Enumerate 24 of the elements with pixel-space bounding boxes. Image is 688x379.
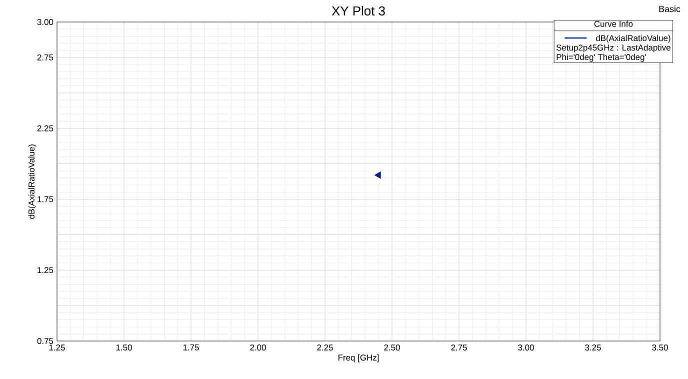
legend-title: Curve Info bbox=[594, 20, 633, 27]
x-tick-label: 1.50 bbox=[116, 344, 132, 351]
y-tick-label: 1.75 bbox=[38, 196, 54, 202]
chart-title: XY Plot 3 bbox=[332, 6, 385, 16]
x-tick-label: 2.75 bbox=[451, 344, 467, 351]
x-tick-label: 3.25 bbox=[585, 344, 601, 351]
text: Basic bbox=[659, 6, 680, 12]
y-tick-label: 2.25 bbox=[37, 125, 54, 132]
x-tick-label: 1.75 bbox=[183, 344, 199, 350]
x-tick-label: 3.00 bbox=[518, 344, 534, 351]
x-tick-label: 3.50 bbox=[652, 344, 668, 351]
y-tick-label: 1.25 bbox=[38, 267, 54, 274]
x-tick-label: 2.00 bbox=[250, 344, 266, 351]
x-tick-label: 1.25 bbox=[49, 344, 65, 351]
annotation: Setup2p45GHz : LastAdaptive bbox=[556, 44, 670, 52]
y-tick-label: 3.00 bbox=[37, 19, 54, 25]
x-tick-label: 2.25 bbox=[317, 344, 333, 351]
legend-label: dB(AxialRatioValue) bbox=[596, 34, 670, 43]
y-axis-title: dB(AxialRatioValue) bbox=[28, 144, 36, 219]
y-tick-label: 0.75 bbox=[37, 338, 54, 344]
annotation: Phi='0deg' Theta='0deg' bbox=[556, 54, 646, 62]
x-tick-label: 2.50 bbox=[384, 344, 400, 351]
x-axis-title: Freq [GHz] bbox=[338, 354, 379, 362]
y-tick-label: 2.75 bbox=[37, 54, 54, 60]
